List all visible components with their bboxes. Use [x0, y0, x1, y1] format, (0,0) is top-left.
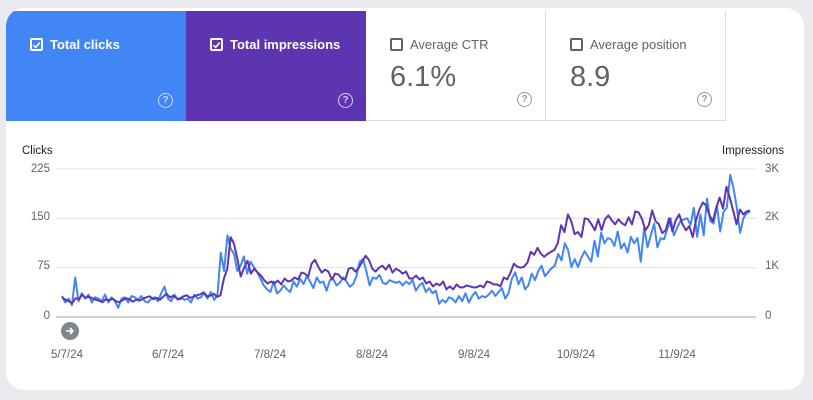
average-position-header: Average position — [570, 37, 687, 52]
checkmark-icon — [212, 41, 221, 49]
grid-lines — [56, 168, 756, 318]
checkmark-icon — [32, 41, 41, 49]
right-tick-label: 3K — [765, 163, 780, 175]
total-impressions-label: Total impressions — [230, 37, 341, 52]
x-tick-label: 6/7/24 — [152, 349, 184, 361]
average-ctr-checkbox[interactable] — [390, 38, 403, 51]
average-ctr-value: 6.1% — [390, 61, 457, 93]
help-icon[interactable]: ? — [517, 92, 532, 107]
x-tick-label: 7/8/24 — [254, 349, 286, 361]
clicks-series-line — [61, 173, 751, 309]
x-tick-label: 9/8/24 — [458, 349, 490, 361]
left-tick-label: 75 — [37, 260, 50, 272]
average-ctr-tile[interactable]: Average CTR 6.1% ? — [366, 11, 546, 121]
right-tick-label: 2K — [765, 211, 780, 223]
arrow-right-icon — [66, 327, 75, 335]
metric-tiles: Total clicks ? Total impressions ? Avera… — [6, 11, 726, 121]
performance-chart[interactable] — [6, 8, 804, 390]
help-icon[interactable]: ? — [158, 93, 173, 108]
y-axis-label-right: Impressions — [722, 145, 784, 157]
total-clicks-label: Total clicks — [50, 37, 120, 52]
right-tick-label: 1K — [765, 260, 780, 272]
total-impressions-header: Total impressions — [210, 37, 340, 52]
total-impressions-checkbox[interactable] — [210, 38, 223, 51]
total-impressions-tile[interactable]: Total impressions ? — [186, 11, 366, 121]
help-icon[interactable]: ? — [338, 93, 353, 108]
average-position-tile[interactable]: Average position 8.9 ? — [546, 11, 726, 121]
right-tick-label: 0 — [765, 310, 772, 322]
x-tick-label: 5/7/24 — [51, 349, 83, 361]
impressions-series-line — [61, 185, 751, 305]
average-ctr-label: Average CTR — [410, 37, 489, 52]
annotation-marker[interactable] — [61, 322, 79, 340]
average-position-checkbox[interactable] — [570, 38, 583, 51]
left-tick-label: 150 — [30, 211, 50, 223]
help-icon[interactable]: ? — [697, 92, 712, 107]
average-ctr-header: Average CTR — [390, 37, 489, 52]
x-tick-label: 8/8/24 — [356, 349, 388, 361]
y-axis-label-left: Clicks — [22, 145, 53, 157]
x-tick-label: 11/9/24 — [658, 349, 696, 361]
total-clicks-header: Total clicks — [30, 37, 120, 52]
chart-series — [61, 173, 751, 309]
average-position-value: 8.9 — [570, 61, 611, 93]
total-clicks-tile[interactable]: Total clicks ? — [6, 11, 186, 121]
left-tick-label: 225 — [30, 163, 50, 175]
left-tick-label: 0 — [43, 310, 50, 322]
average-position-label: Average position — [590, 37, 687, 52]
total-clicks-checkbox[interactable] — [30, 38, 43, 51]
x-tick-label: 10/9/24 — [556, 349, 596, 361]
performance-card: Total clicks ? Total impressions ? Avera… — [6, 8, 804, 390]
